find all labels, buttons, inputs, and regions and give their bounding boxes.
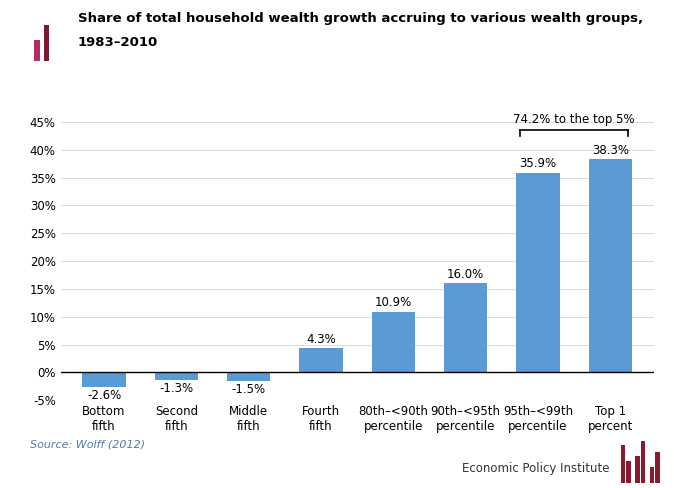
Bar (444, 284, 487, 372)
Text: -1.5%: -1.5% (232, 383, 266, 396)
Text: 74.2% to the top 5%: 74.2% to the top 5% (514, 113, 635, 126)
Bar (516, 173, 559, 372)
Text: -2.6%: -2.6% (87, 389, 121, 402)
Bar (155, 372, 198, 380)
Bar (588, 159, 632, 372)
Text: Source: Wolff (2012): Source: Wolff (2012) (30, 439, 146, 449)
Text: 38.3%: 38.3% (592, 144, 629, 157)
Text: 16.0%: 16.0% (447, 268, 485, 281)
Bar (655, 452, 660, 483)
Bar (44, 24, 49, 61)
Bar (371, 312, 415, 372)
Bar (299, 348, 343, 372)
Bar (641, 441, 645, 483)
Bar (82, 372, 126, 387)
Text: 35.9%: 35.9% (520, 158, 557, 170)
Text: 4.3%: 4.3% (306, 333, 336, 346)
Text: 10.9%: 10.9% (375, 297, 412, 309)
Text: -1.3%: -1.3% (159, 382, 193, 395)
Bar (626, 461, 631, 483)
Text: 1983–2010: 1983–2010 (78, 36, 158, 49)
Text: Economic Policy Institute: Economic Policy Institute (462, 462, 609, 475)
Text: Share of total household wealth growth accruing to various wealth groups,: Share of total household wealth growth a… (78, 12, 642, 25)
Bar (635, 456, 640, 483)
Bar (227, 372, 270, 381)
Bar (650, 467, 654, 483)
Bar (621, 445, 625, 483)
Bar (34, 40, 40, 61)
